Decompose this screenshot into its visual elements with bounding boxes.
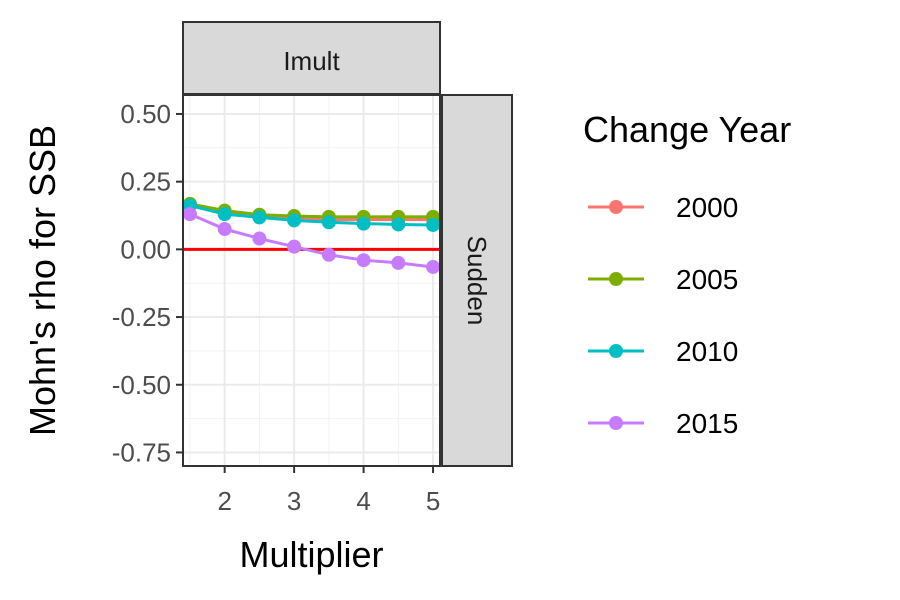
y-axis: 0.50 0.25 0.00 -0.25 -0.50 -0.75 bbox=[112, 99, 183, 467]
legend-label: 2000 bbox=[676, 192, 738, 223]
data-point-2015 bbox=[217, 222, 232, 237]
legend-item-2010: 2010 bbox=[588, 336, 738, 367]
data-point-2010 bbox=[287, 213, 302, 228]
data-point-2015 bbox=[252, 231, 267, 246]
data-point-2015 bbox=[287, 239, 302, 254]
y-tick-label: -0.25 bbox=[112, 302, 171, 332]
facet-strip-right-label: Sudden bbox=[462, 236, 492, 326]
x-tick-label: 4 bbox=[356, 486, 370, 516]
legend-title: Change Year bbox=[583, 109, 791, 150]
legend-key-point bbox=[609, 344, 623, 358]
y-axis-title: Mohn's rho for SSB bbox=[22, 125, 63, 436]
legend-key-point bbox=[609, 416, 623, 430]
x-tick-label: 2 bbox=[217, 486, 231, 516]
legend-item-2000: 2000 bbox=[588, 192, 738, 223]
data-point-2015 bbox=[426, 259, 441, 274]
data-point-2015 bbox=[391, 255, 406, 270]
data-point-2010 bbox=[252, 210, 267, 225]
y-tick-label: -0.75 bbox=[112, 437, 171, 467]
series-2015 bbox=[182, 207, 441, 274]
legend-label: 2005 bbox=[676, 264, 738, 295]
series-2010 bbox=[182, 198, 441, 232]
legend-key-point bbox=[609, 200, 623, 214]
series-group bbox=[182, 196, 441, 274]
y-tick-label: 0.00 bbox=[120, 234, 171, 264]
grid-major bbox=[183, 95, 440, 466]
data-point-2015 bbox=[356, 253, 371, 268]
data-point-2010 bbox=[356, 216, 371, 231]
data-point-2010 bbox=[391, 217, 406, 232]
x-axis: 2 3 4 5 bbox=[217, 466, 440, 516]
facet-strip-top-label: Imult bbox=[283, 46, 340, 76]
legend-label: 2010 bbox=[676, 336, 738, 367]
facet-strip-right bbox=[441, 94, 513, 467]
x-axis-title: Multiplier bbox=[239, 534, 383, 575]
data-point-2015 bbox=[182, 207, 197, 222]
data-point-2015 bbox=[321, 247, 336, 262]
data-point-2010 bbox=[217, 207, 232, 222]
x-tick-label: 3 bbox=[287, 486, 301, 516]
legend-item-2015: 2015 bbox=[588, 408, 738, 439]
facet-strip-top bbox=[182, 21, 441, 95]
y-tick-label: 0.50 bbox=[120, 99, 171, 129]
legend-item-2005: 2005 bbox=[588, 264, 738, 295]
y-tick-label: 0.25 bbox=[120, 167, 171, 197]
legend-label: 2015 bbox=[676, 408, 738, 439]
data-point-2010 bbox=[321, 215, 336, 230]
panel-background bbox=[183, 95, 440, 466]
legend-key-point bbox=[609, 272, 623, 286]
legend: 2000 2005 2010 2015 bbox=[588, 192, 738, 439]
data-point-2010 bbox=[426, 217, 441, 232]
y-tick-label: -0.50 bbox=[112, 370, 171, 400]
x-tick-label: 5 bbox=[426, 486, 440, 516]
